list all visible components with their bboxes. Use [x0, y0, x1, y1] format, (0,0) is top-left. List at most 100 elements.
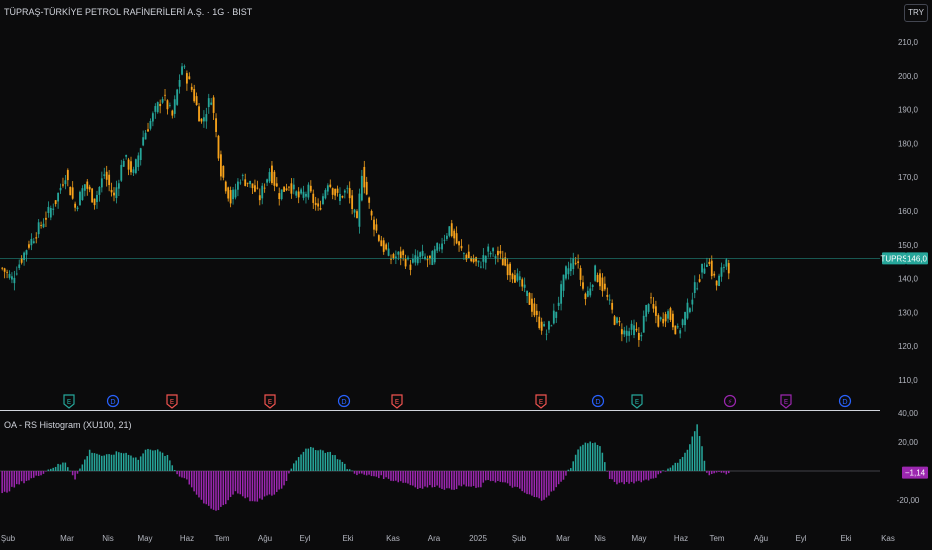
histogram-bar: [399, 471, 402, 482]
candle-body: [569, 263, 572, 272]
candle-body: [715, 280, 718, 286]
x-tick-label: May: [137, 534, 152, 543]
candle-body: [531, 298, 533, 312]
histogram-bar: [113, 454, 115, 471]
histogram-bar: [329, 451, 331, 471]
histogram-bar: [88, 449, 91, 471]
histogram-bar: [278, 471, 280, 490]
x-tick-label: May: [631, 534, 646, 543]
histogram-bar: [475, 471, 477, 488]
dividend-event-icon: [591, 394, 605, 408]
histogram-bar: [562, 471, 565, 480]
x-tick-label: Kas: [881, 534, 895, 543]
histogram-bar: [220, 471, 222, 507]
histogram-bar: [127, 454, 130, 471]
candle-body: [127, 159, 130, 170]
candle-body: [373, 219, 375, 230]
candle-body: [679, 330, 682, 334]
candle-body: [113, 192, 115, 196]
histogram-bar: [120, 452, 122, 471]
candle-body: [45, 217, 47, 220]
histogram-bar: [47, 469, 50, 471]
histogram-bar: [642, 471, 645, 481]
histogram-bar: [169, 460, 171, 471]
candle-body: [523, 284, 526, 288]
candle-body: [637, 332, 640, 341]
histogram-bar: [266, 471, 268, 496]
histogram-bar: [652, 471, 655, 479]
candle-body: [88, 186, 91, 190]
histogram-bar: [254, 471, 256, 502]
histogram-bar: [404, 471, 407, 483]
histogram-bar: [531, 471, 533, 496]
price-tick-label: 190,0: [898, 106, 919, 115]
histogram-bar: [52, 467, 54, 471]
candle-body: [205, 114, 208, 122]
histogram-bar: [662, 470, 664, 471]
candle-body: [47, 206, 50, 213]
histogram-bar: [239, 471, 242, 495]
histogram-bar: [139, 456, 142, 471]
histogram-bar: [178, 471, 181, 477]
histogram-bar: [190, 471, 193, 488]
histogram-bar: [353, 471, 356, 474]
histogram-bar: [436, 471, 438, 486]
histogram-bar: [543, 471, 545, 500]
candle-body: [176, 89, 179, 105]
histogram-bar: [655, 471, 657, 478]
histogram-bar: [307, 448, 310, 471]
candle-body: [324, 190, 327, 199]
histogram-bar: [465, 471, 468, 487]
candle-body: [76, 207, 79, 210]
histogram-bar: [536, 471, 538, 498]
histogram-bar: [305, 448, 307, 471]
candle-body: [168, 105, 171, 106]
candle-body: [606, 294, 609, 297]
histogram-bar: [1, 471, 3, 494]
histogram-bar: [450, 471, 453, 490]
candle-body: [397, 251, 400, 255]
candles: [1, 63, 730, 347]
currency-button[interactable]: TRY: [904, 4, 928, 22]
candle-body: [93, 198, 96, 206]
candle-body: [108, 174, 111, 186]
x-tick-label: Eyl: [795, 534, 806, 543]
candle-body: [548, 321, 550, 330]
candle-body: [215, 118, 217, 132]
candle-body: [288, 186, 290, 188]
histogram-bar: [91, 452, 93, 471]
x-tick-label: Şub: [1, 534, 16, 543]
histogram-bar: [560, 471, 562, 482]
histogram-bar: [591, 443, 594, 471]
histogram-bar: [268, 471, 271, 495]
dividend-event-icon: [106, 394, 120, 408]
candle-body: [300, 189, 303, 194]
histogram-bar: [227, 471, 229, 501]
histogram-bar: [23, 471, 25, 484]
candle-body: [555, 311, 558, 318]
split-event-icon: [723, 394, 737, 408]
candle-body: [582, 282, 584, 289]
histogram-bar: [363, 471, 365, 475]
candle-body: [586, 290, 589, 297]
histogram-bar: [81, 464, 84, 471]
histogram-bar: [166, 454, 169, 471]
histogram-bar: [144, 449, 147, 471]
histogram-bar: [587, 443, 589, 471]
candle-body: [224, 181, 227, 192]
candle-body: [307, 184, 310, 198]
earnings-event-icon: [780, 394, 792, 409]
candle-body: [132, 169, 135, 173]
candle-body: [484, 255, 487, 263]
histogram-bar: [723, 471, 725, 473]
candle-body: [32, 241, 35, 244]
price-tick-label: 170,0: [898, 173, 919, 182]
candle-body: [295, 191, 298, 196]
event-symbol: D: [110, 398, 115, 406]
candle-body: [18, 264, 21, 268]
histogram-bar: [628, 471, 630, 484]
candle-body: [37, 222, 40, 235]
candle-body: [377, 235, 380, 241]
candle-body: [370, 210, 373, 216]
